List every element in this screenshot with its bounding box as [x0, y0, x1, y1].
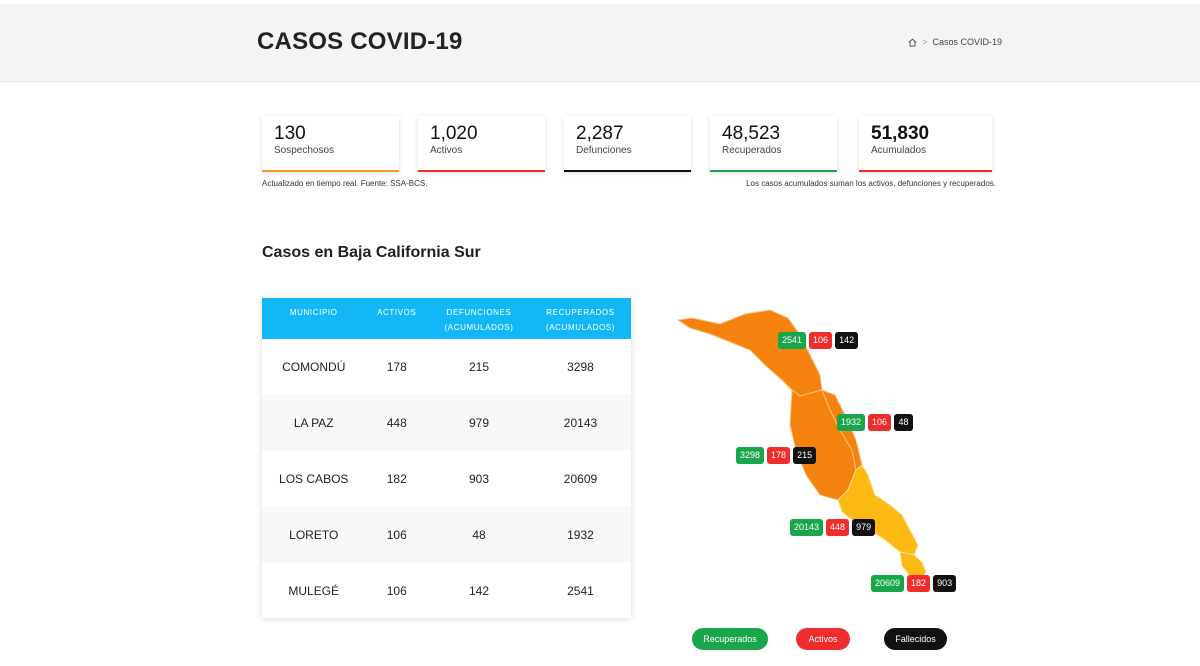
- stat-card-defunciones: 2,287 Defunciones: [564, 116, 691, 172]
- map-badges-mulege: 2541 106 142: [778, 332, 859, 349]
- badge-recuperados: 3298: [736, 447, 765, 464]
- cell-defunciones: 142: [468, 584, 490, 598]
- map-badges-los-cabos: 20609 182 903: [871, 575, 957, 592]
- badge-fallecidos: 215: [793, 447, 817, 464]
- legend-fallecidos: Fallecidos: [884, 628, 947, 650]
- page-header: CASOS COVID-19 > Casos COVID-19: [0, 4, 1200, 82]
- cell-recuperados: 20143: [563, 416, 598, 430]
- cell-activos: 182: [386, 472, 407, 486]
- accumulated-note: Los casos acumulados suman los activos, …: [746, 179, 996, 188]
- badge-fallecidos: 142: [835, 332, 859, 349]
- table-row: COMONDÚ 178 215 3298: [262, 339, 631, 395]
- stat-value: 1,020: [430, 123, 478, 144]
- legend-recuperados: Recuperados: [692, 628, 768, 650]
- stat-value: 51,830: [871, 123, 930, 144]
- badge-fallecidos: 48: [894, 414, 914, 431]
- table-row: MULEGÉ 106 142 2541: [262, 563, 631, 619]
- cell-recuperados: 1932: [567, 528, 594, 542]
- stat-label: Sospechosos: [274, 145, 335, 156]
- header-recuperados-label: RECUPERADOS: [546, 308, 615, 317]
- cell-activos: 178: [386, 360, 407, 374]
- page-title: CASOS COVID-19: [257, 28, 463, 55]
- cell-municipio: COMONDÚ: [282, 360, 346, 374]
- badge-activos: 448: [826, 519, 850, 536]
- header-recuperados-sub: (ACUMULADOS): [545, 323, 615, 332]
- breadcrumb-separator: >: [922, 37, 928, 47]
- map-region-comondu: [789, 389, 857, 501]
- header-defunciones-sub: (ACUMULADOS): [444, 323, 514, 332]
- stat-card-acumulados: 51,830 Acumulados: [859, 116, 992, 172]
- map-region-mulege: [676, 309, 823, 397]
- breadcrumb: > Casos COVID-19: [908, 37, 1002, 47]
- table-row: LOS CABOS 182 903 20609: [262, 451, 631, 507]
- home-icon[interactable]: [908, 37, 917, 47]
- badge-fallecidos: 979: [852, 519, 876, 536]
- header-defunciones-label: DEFUNCIONES: [446, 308, 512, 317]
- stat-label: Recuperados: [722, 145, 782, 156]
- cell-defunciones: 215: [468, 360, 490, 374]
- header-recuperados: RECUPERADOS (ACUMULADOS): [530, 298, 631, 339]
- badge-activos: 178: [767, 447, 791, 464]
- stat-value: 48,523: [722, 123, 781, 144]
- badge-activos: 106: [868, 414, 892, 431]
- map-badges-loreto: 1932 106 48: [837, 414, 914, 431]
- stat-value: 2,287: [576, 123, 624, 144]
- cell-defunciones: 48: [472, 528, 486, 542]
- stat-card-recuperados: 48,523 Recuperados: [710, 116, 837, 172]
- cell-municipio: LORETO: [289, 528, 339, 542]
- update-note: Actualizado en tiempo real. Fuente: SSA-…: [262, 179, 428, 188]
- map-badges-la-paz: 20143 448 979: [790, 519, 876, 536]
- table-header-row: MUNICIPIO ACTIVOS DEFUNCIONES (ACUMULADO…: [262, 298, 631, 339]
- badge-recuperados: 20609: [871, 575, 905, 592]
- cell-activos: 106: [386, 528, 407, 542]
- cell-defunciones: 979: [468, 416, 490, 430]
- badge-recuperados: 1932: [837, 414, 866, 431]
- cell-recuperados: 3298: [567, 360, 594, 374]
- section-title: Casos en Baja California Sur: [262, 244, 481, 261]
- stat-label: Acumulados: [871, 145, 927, 156]
- cell-municipio: LA PAZ: [293, 416, 334, 430]
- badge-fallecidos: 903: [933, 575, 957, 592]
- cell-recuperados: 20609: [563, 472, 598, 486]
- table-row: LORETO 106 48 1932: [262, 507, 631, 563]
- breadcrumb-current: Casos COVID-19: [932, 37, 1002, 47]
- header-activos: ACTIVOS: [377, 308, 417, 317]
- legend-activos: Activos: [796, 628, 850, 650]
- header-defunciones: DEFUNCIONES (ACUMULADOS): [428, 298, 530, 339]
- map-badges-comondu: 3298 178 215: [736, 447, 817, 464]
- stat-card-sospechosos: 130 Sospechosos: [262, 116, 399, 172]
- cell-activos: 106: [386, 584, 407, 598]
- cell-municipio: MULEGÉ: [288, 584, 340, 598]
- badge-recuperados: 20143: [790, 519, 824, 536]
- table-row: LA PAZ 448 979 20143: [262, 395, 631, 451]
- badge-activos: 182: [907, 575, 931, 592]
- stat-card-activos: 1,020 Activos: [418, 116, 545, 172]
- cell-municipio: LOS CABOS: [279, 472, 349, 486]
- bcs-map: 2541 106 142 1932 106 48 3298 178 215 20…: [670, 300, 990, 610]
- stat-value: 130: [274, 123, 306, 144]
- cell-defunciones: 903: [468, 472, 490, 486]
- stat-label: Activos: [430, 145, 463, 156]
- cell-recuperados: 2541: [567, 584, 594, 598]
- cell-activos: 448: [386, 416, 407, 430]
- stat-label: Defunciones: [576, 145, 632, 156]
- badge-activos: 106: [809, 332, 833, 349]
- badge-recuperados: 2541: [778, 332, 807, 349]
- header-municipio: MUNICIPIO: [289, 308, 338, 317]
- cases-table: MUNICIPIO ACTIVOS DEFUNCIONES (ACUMULADO…: [262, 298, 631, 618]
